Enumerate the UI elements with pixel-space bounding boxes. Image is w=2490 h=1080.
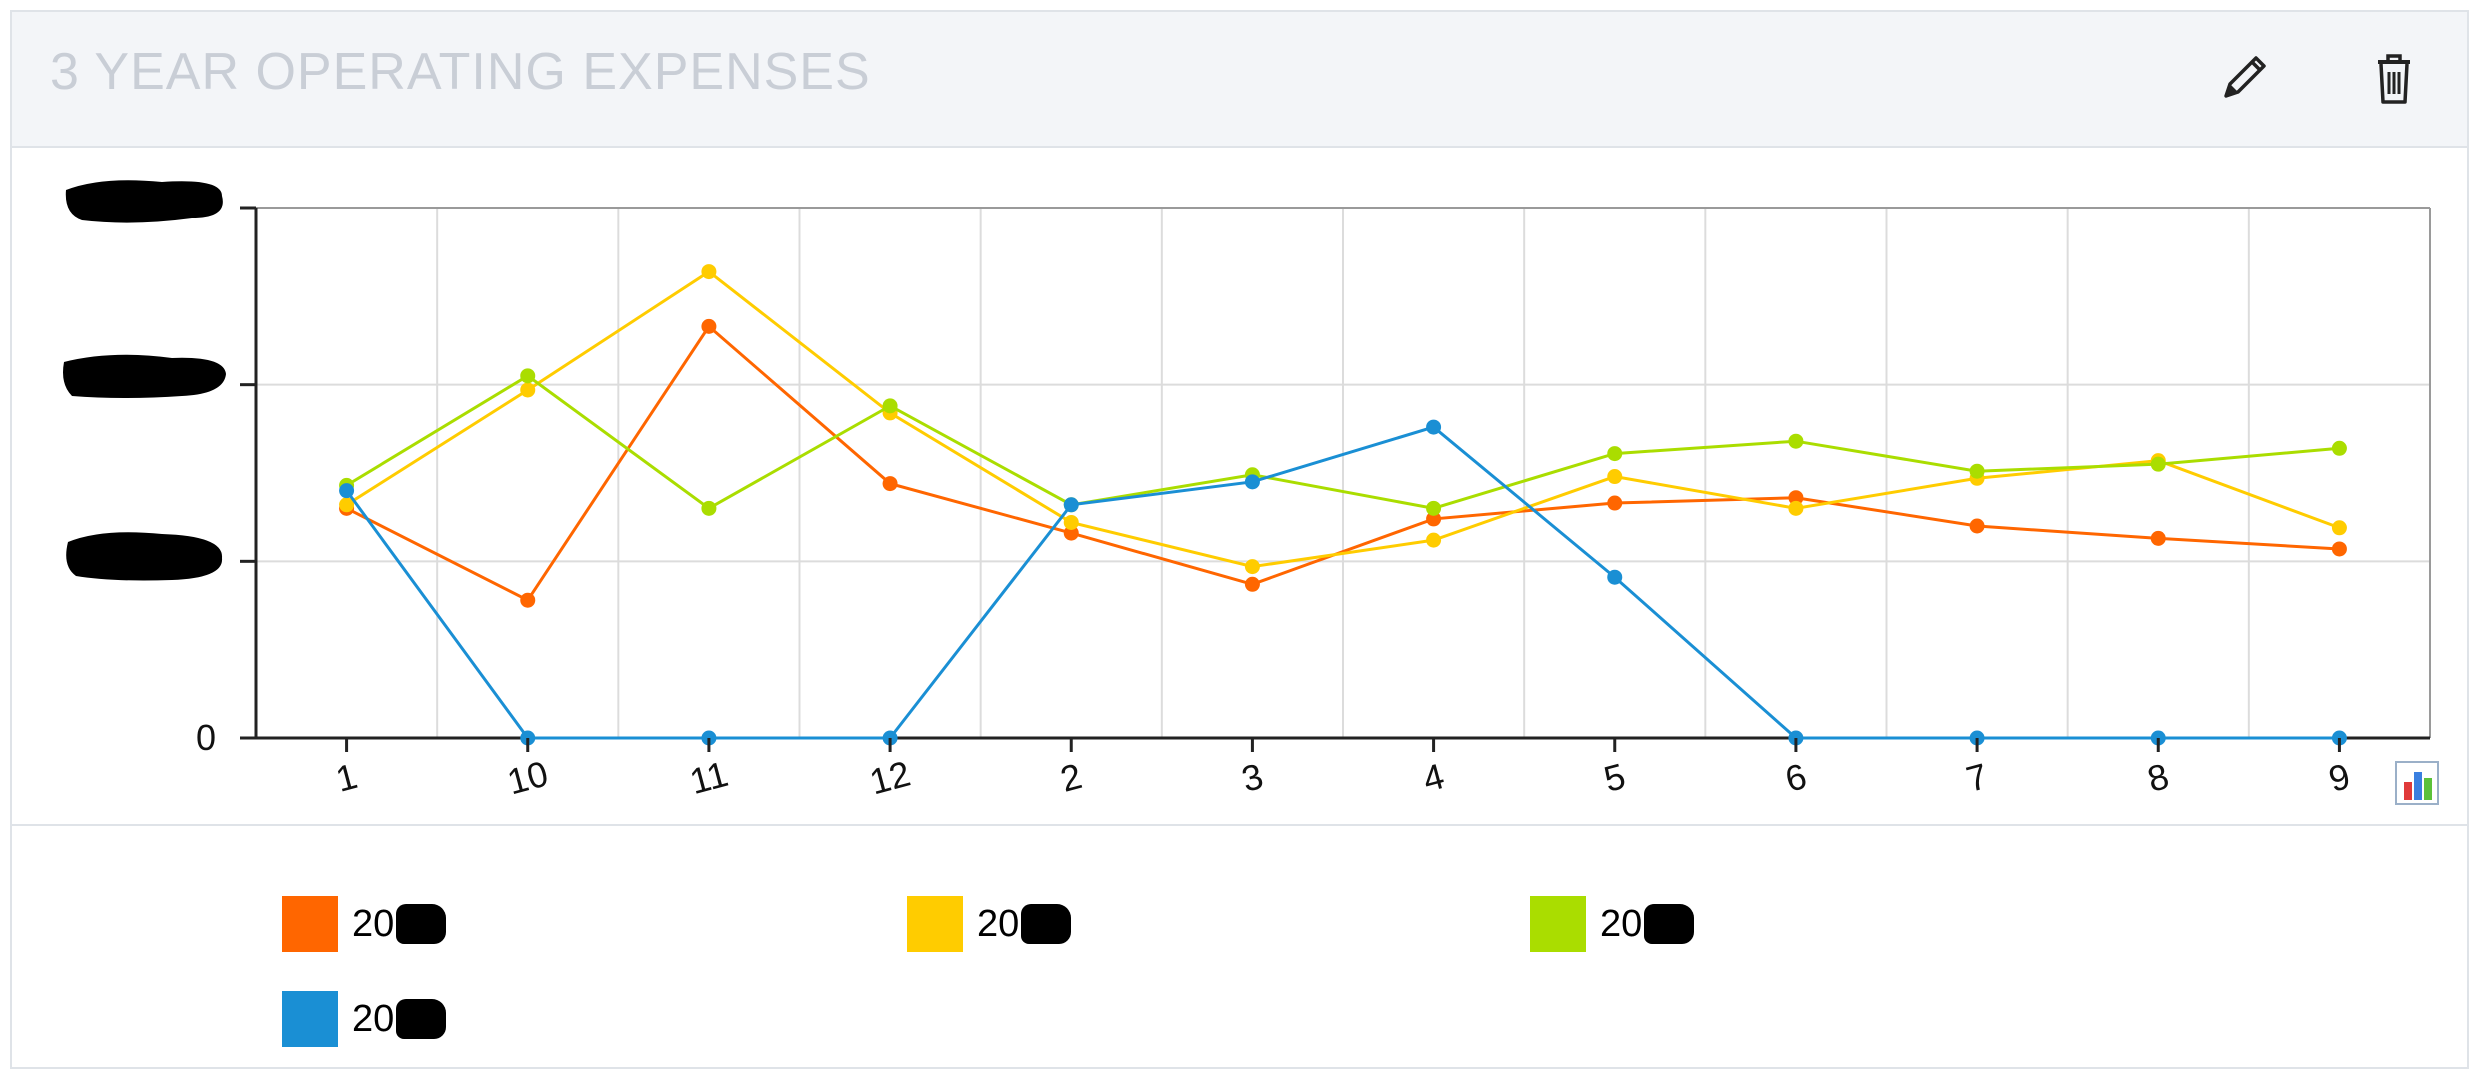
data-point: [520, 592, 536, 608]
data-point: [1063, 525, 1079, 541]
data-point: [1607, 495, 1623, 511]
legend-label-text: 20: [352, 902, 395, 945]
legend-label: 20: [1600, 902, 1695, 946]
y-tick-label-redacted: [66, 532, 223, 581]
y-tick-label: 0: [196, 717, 216, 758]
data-point: [339, 497, 355, 513]
data-point: [1244, 576, 1260, 592]
legend-item[interactable]: 20: [282, 991, 447, 1047]
data-point: [1788, 500, 1804, 516]
line-chart: 0 1 10 11 12 2 3 4 5 6 7 8 9: [63, 180, 2431, 803]
data-point: [1607, 469, 1623, 485]
chart-legend: 20 20 20 20: [12, 824, 2467, 1068]
bar-chart-icon[interactable]: [2394, 760, 2440, 806]
chart-area: 0 1 10 11 12 2 3 4 5 6 7 8 9: [12, 148, 2467, 823]
legend-label-text: 20: [352, 997, 395, 1040]
legend-label: 20: [352, 902, 447, 946]
data-point: [1788, 490, 1804, 506]
legend-label-redacted: [1021, 904, 1072, 944]
data-point: [1426, 511, 1442, 527]
y-tick-label-redacted: [65, 180, 223, 223]
x-tick-label: 10: [503, 753, 552, 803]
panel-header: 3 YEAR OPERATING EXPENSES: [12, 12, 2467, 148]
series-2: [339, 264, 2347, 575]
data-point: [701, 264, 717, 280]
legend-swatch: [282, 991, 338, 1047]
data-point: [2331, 541, 2347, 557]
legend-swatch: [907, 896, 963, 952]
chart-panel: 3 YEAR OPERATING EXPENSES: [10, 10, 2469, 1069]
legend-item[interactable]: 20: [1530, 896, 1695, 952]
legend-label: 20: [977, 902, 1072, 946]
series-1: [339, 318, 2347, 608]
legend-item[interactable]: 20: [907, 896, 1072, 952]
chart-ticks: 0 1 10 11 12 2 3 4 5 6 7 8 9: [196, 717, 2354, 803]
data-point: [2150, 456, 2166, 472]
x-tick-label: 6: [1781, 755, 1811, 800]
chart-axes: [240, 206, 2431, 740]
data-point: [1969, 463, 1985, 479]
data-point: [882, 398, 898, 414]
data-point: [882, 476, 898, 492]
legend-label-redacted: [396, 904, 447, 944]
legend-label: 20: [352, 997, 447, 1041]
y-axis-labels: [63, 180, 226, 581]
data-point: [339, 483, 355, 499]
data-point: [1063, 514, 1079, 530]
data-point: [1426, 532, 1442, 548]
trash-icon[interactable]: [2362, 46, 2426, 110]
series-line: [345, 324, 2340, 603]
data-point: [520, 382, 536, 398]
data-point: [1426, 419, 1442, 435]
data-point: [1788, 433, 1804, 449]
x-tick-label: 12: [865, 753, 914, 803]
data-point: [1969, 518, 1985, 534]
data-point: [1063, 497, 1079, 513]
x-tick-label: 5: [1600, 755, 1630, 800]
data-point: [1244, 474, 1260, 490]
data-point: [1607, 569, 1623, 585]
x-tick-label: 9: [2324, 755, 2354, 800]
legend-item[interactable]: 20: [282, 896, 447, 952]
legend-label-redacted: [1644, 904, 1695, 944]
x-tick-label: 1: [331, 755, 361, 800]
x-tick-label: 4: [1418, 755, 1448, 800]
legend-label-text: 20: [977, 902, 1020, 945]
data-point: [2150, 530, 2166, 546]
x-tick-label: 3: [1237, 755, 1267, 800]
y-tick-label-redacted: [63, 354, 226, 398]
data-point: [1244, 559, 1260, 575]
x-tick-label: 11: [685, 753, 732, 802]
series-line: [345, 425, 2340, 740]
legend-label-text: 20: [1600, 902, 1643, 945]
panel-title: 3 YEAR OPERATING EXPENSES: [50, 43, 871, 101]
series-line: [345, 374, 2340, 511]
legend-swatch: [1530, 896, 1586, 952]
chart-grid: [256, 207, 2430, 738]
data-point: [701, 318, 717, 334]
x-tick-label: 2: [1056, 755, 1086, 800]
data-point: [2331, 440, 2347, 456]
pencil-icon[interactable]: [2212, 46, 2276, 110]
x-tick-label: 7: [1962, 755, 1992, 800]
data-point: [1426, 500, 1442, 516]
legend-swatch: [282, 896, 338, 952]
data-point: [701, 500, 717, 516]
chart-series: [339, 264, 2347, 746]
x-tick-label: 8: [2143, 755, 2173, 800]
legend-label-redacted: [396, 999, 447, 1039]
data-point: [1607, 446, 1623, 462]
series-line: [345, 269, 2340, 569]
data-point: [2331, 520, 2347, 536]
data-point: [520, 368, 536, 384]
